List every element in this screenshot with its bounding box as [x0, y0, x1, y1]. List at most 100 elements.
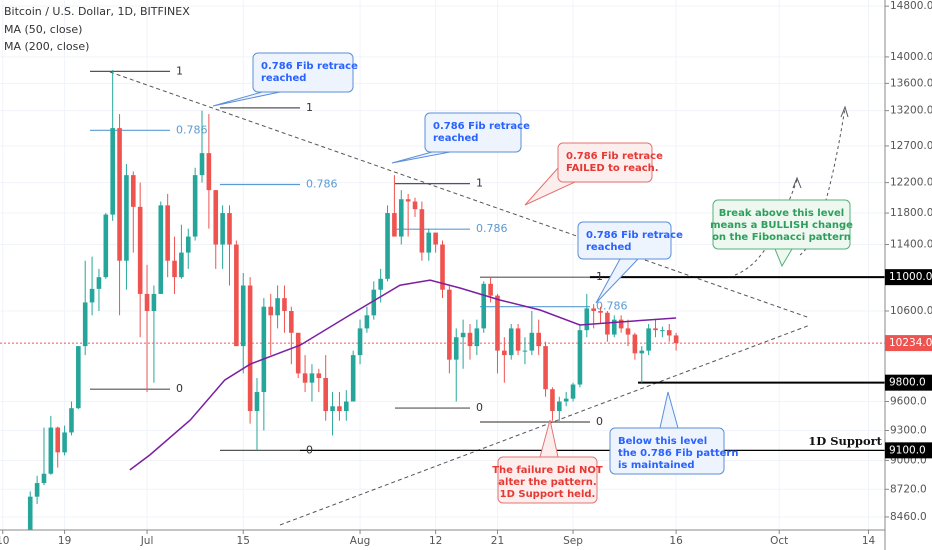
y-tick-label: 10600.0 — [890, 305, 932, 317]
candle-body — [673, 335, 679, 344]
candle-body — [536, 332, 541, 347]
candle-body — [96, 277, 102, 289]
y-tick-label: 9300.0 — [890, 424, 927, 436]
candle-body — [522, 350, 528, 352]
price-label-box — [885, 335, 932, 352]
x-tick-label: Sep — [563, 535, 583, 547]
candle-body — [515, 328, 521, 351]
candle-body — [632, 334, 638, 354]
candle-body — [557, 401, 562, 412]
candle-body — [247, 285, 253, 412]
candle-body — [433, 232, 438, 245]
projection-arrow — [799, 107, 846, 256]
candle-body — [453, 337, 459, 360]
drawings: 1 0.786 0 1 0.786 0 1 0.786 0 1 0.786 0 — [0, 64, 885, 526]
fib-label: 0.786 — [596, 300, 628, 313]
candle-body — [185, 236, 191, 253]
callout-text: Below this level — [618, 436, 707, 447]
candle-body — [550, 389, 555, 412]
candle-body — [577, 330, 583, 385]
candle-body — [151, 293, 157, 311]
callout-text: The failure Did NOT — [492, 465, 603, 476]
x-tick-label: 14 — [862, 535, 876, 547]
callout-box — [577, 221, 672, 260]
candle-body — [179, 252, 184, 278]
price-label: 9100.0 — [889, 444, 926, 456]
fib-label: 0.786 — [306, 177, 338, 190]
candle-body — [611, 319, 617, 335]
candle-body — [625, 328, 631, 335]
y-tick-label: 11400.0 — [890, 239, 932, 251]
candle-body — [268, 306, 274, 316]
x-tick-label: Jul — [140, 535, 154, 547]
callout-text: 0.786 Fib retrace — [586, 230, 683, 241]
candle-body — [165, 205, 170, 261]
candle-body — [385, 213, 390, 279]
candle-body — [447, 289, 452, 360]
candles — [21, 70, 679, 550]
candle-body — [598, 310, 603, 313]
y-tick-label: 13600.0 — [890, 77, 932, 89]
price-label: 9800.0 — [889, 377, 926, 389]
price-label-box — [885, 374, 932, 391]
callout-text: 0.786 Fib retrace — [566, 151, 663, 162]
trendline — [279, 324, 811, 526]
candle-body — [192, 175, 198, 237]
fib-label: 0 — [596, 415, 603, 428]
legend-entry: MA (200, close) — [4, 40, 89, 53]
fib-label: 0.786 — [476, 222, 508, 235]
fib-label: 1 — [176, 64, 183, 77]
support-label: 1D Support — [808, 434, 882, 448]
callout-text: Break above this level — [719, 208, 844, 219]
candle-body — [570, 384, 576, 399]
callout-box — [712, 199, 851, 250]
candle-body — [350, 355, 356, 402]
candle-body — [364, 315, 370, 329]
fib-label: 0 — [176, 382, 183, 395]
callout-text: reached — [433, 133, 478, 144]
candle-body — [440, 244, 445, 290]
x-tick-label: Oct — [770, 535, 788, 547]
candle-body — [130, 175, 136, 207]
candle-body — [34, 483, 40, 497]
candle-body — [474, 328, 480, 347]
y-tick-label: 14000.0 — [890, 51, 932, 63]
price-label: 10234.0 — [889, 337, 932, 349]
price-label: 11000.0 — [889, 271, 932, 283]
arrow-head — [840, 105, 849, 118]
fib-label: 0.786 — [176, 123, 208, 136]
candle-body — [378, 278, 383, 290]
fib-label: 0 — [306, 443, 313, 456]
y-tick-label: 11800.0 — [890, 207, 932, 219]
candle-body — [405, 199, 411, 202]
candle-body — [529, 332, 535, 351]
y-tick-label: 8720.0 — [890, 483, 927, 495]
candle-body — [426, 232, 432, 253]
callout-text: on the Fibonacci pattern — [712, 232, 851, 243]
y-tick-label: 13200.0 — [890, 105, 932, 117]
candle-body — [646, 328, 651, 351]
callout-box — [497, 456, 598, 504]
time-axis-bg — [0, 530, 885, 550]
candle-body — [103, 214, 109, 278]
candle-body — [282, 298, 287, 311]
callout-box — [252, 52, 354, 93]
y-tick-label: 12200.0 — [890, 177, 932, 189]
y-tick-label: 8460.0 — [890, 511, 927, 523]
candle-body — [495, 295, 500, 351]
candle-body — [144, 293, 150, 311]
candle-body — [330, 406, 335, 412]
x-tick-label: 12 — [429, 535, 442, 547]
y-tick-label: 12700.0 — [890, 140, 932, 152]
callout-text: reached — [261, 73, 306, 84]
candle-body — [666, 330, 672, 336]
candle-body — [117, 128, 122, 261]
callout-text: reached — [586, 242, 631, 253]
candle-body — [660, 330, 665, 332]
candle-body — [639, 350, 645, 354]
